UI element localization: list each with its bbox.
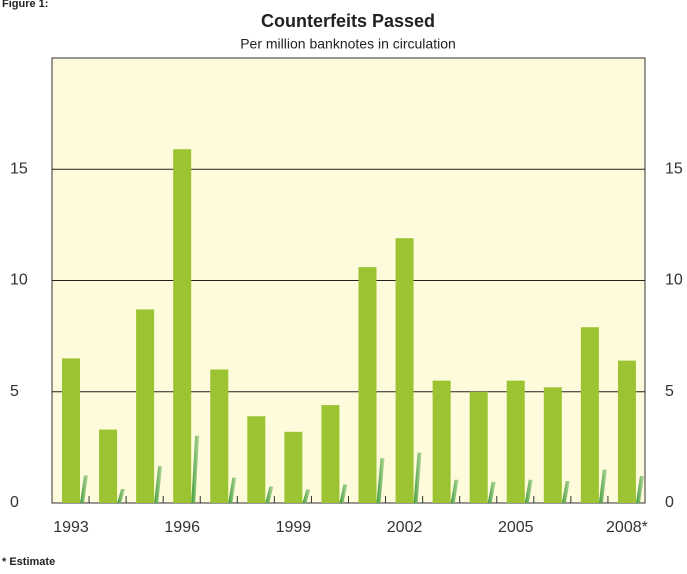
bar [395, 238, 414, 503]
bar [99, 429, 118, 503]
bar-shadow [376, 458, 385, 503]
x-tick-label: 1993 [53, 519, 89, 536]
y-tick-label-right: 15 [665, 160, 683, 177]
bar-shadow [80, 475, 88, 503]
bar [136, 309, 155, 503]
bar-shadow [487, 481, 496, 503]
x-tick-label: 2005 [498, 519, 534, 536]
figure-label: Figure 1: [2, 0, 48, 10]
bar [173, 149, 192, 503]
y-tick-label: 5 [10, 383, 19, 400]
bar-shadow [339, 484, 348, 503]
bar-shadow [598, 469, 607, 503]
bar [617, 360, 636, 503]
bar-shadow [265, 486, 274, 503]
bar [432, 380, 451, 503]
chart-title: Counterfeits Passed [261, 11, 435, 31]
footnote: * Estimate [2, 556, 55, 568]
x-tick-label: 2002 [387, 519, 423, 536]
y-tick-label-right: 0 [665, 494, 674, 511]
bar-shadow [191, 435, 200, 503]
bar-shadow [154, 466, 163, 503]
bar [580, 327, 599, 503]
bar [210, 369, 229, 503]
chart-subtitle: Per million banknotes in circulation [240, 36, 456, 52]
y-tick-label-right: 10 [665, 272, 683, 289]
bar [506, 380, 525, 503]
bar-shadow [413, 452, 422, 503]
bar-shadow [635, 475, 644, 503]
bar-shadow [450, 479, 459, 503]
bar-shadow [117, 489, 126, 503]
y-tick-label: 0 [10, 494, 19, 511]
bar [358, 267, 377, 503]
bar-shadow [302, 489, 311, 503]
x-tick-label: 1999 [276, 519, 312, 536]
bar [62, 358, 80, 503]
y-tick-label-right: 5 [665, 383, 674, 400]
bar-shadow [561, 481, 570, 503]
bar-shadow [524, 479, 533, 503]
bar [247, 416, 266, 503]
bar [543, 387, 562, 503]
y-tick-label: 15 [10, 160, 28, 177]
bar-shadow [228, 477, 237, 503]
bar [469, 391, 488, 503]
bar [284, 431, 303, 503]
x-tick-label: 2008* [606, 519, 648, 536]
bar [321, 405, 340, 503]
x-tick-label: 1996 [164, 519, 200, 536]
y-tick-label: 10 [10, 272, 28, 289]
